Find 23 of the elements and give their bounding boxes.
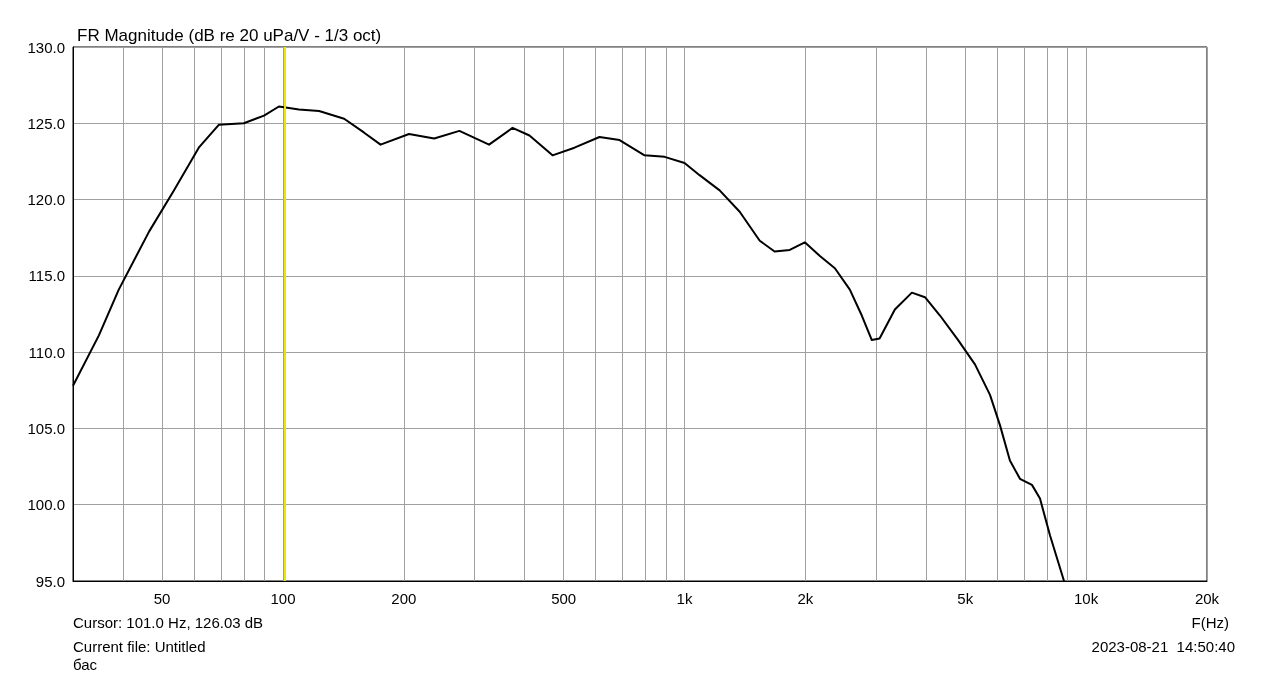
- x-axis-title: F(Hz): [1191, 614, 1230, 631]
- y-tick-label: 120.0: [27, 191, 65, 209]
- x-tick-label: 1k: [676, 590, 693, 607]
- x-tick-label: 5k: [957, 590, 974, 607]
- x-tick-label: 200: [391, 590, 417, 607]
- y-tick-label: 110.0: [28, 343, 65, 361]
- text: 2023-08-21 14:50:40: [1091, 638, 1235, 655]
- x-tick-label: 100: [270, 590, 296, 607]
- x-tick-label: 2k: [797, 590, 814, 607]
- y-tick-label: 130.0: [27, 38, 65, 56]
- x-tick-label: 20k: [1194, 590, 1220, 607]
- text: Cursor: 101.0 Hz, 126.03 dB: [73, 614, 264, 631]
- y-tick-label: 100.0: [27, 496, 65, 514]
- x-tick-label: 50: [153, 590, 171, 607]
- text: Current file: Untitled: [73, 638, 206, 655]
- text: бас: [73, 656, 98, 673]
- x-tick-label: 500: [551, 590, 577, 607]
- x-tick-label: 10k: [1074, 590, 1099, 607]
- y-tick-label: 125.0: [27, 114, 65, 132]
- y-tick-label: 105.0: [27, 419, 65, 437]
- y-tick-label: 115.0: [28, 267, 65, 285]
- y-tick-label: 95.0: [35, 572, 65, 590]
- chart-title: FR Magnitude (dB re 20 uPa/V - 1/3 oct): [77, 26, 382, 45]
